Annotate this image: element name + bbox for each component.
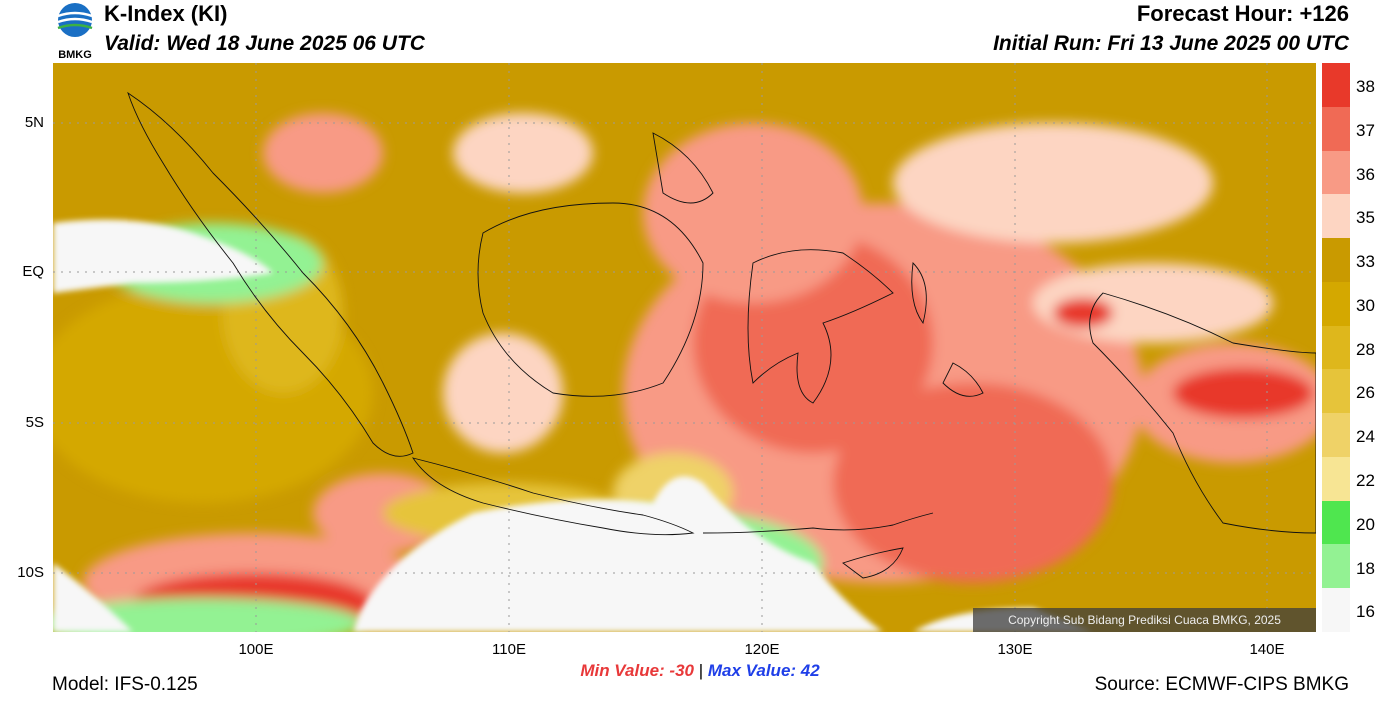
colorbar-swatch xyxy=(1322,150,1350,195)
k-index-map xyxy=(53,63,1316,632)
source-info: Source: ECMWF-CIPS BMKG xyxy=(1094,674,1349,695)
nusa-tenggara-coast xyxy=(702,512,934,534)
valid-time: Valid: Wed 18 June 2025 06 UTC xyxy=(104,32,425,55)
colorbar-label: 26 xyxy=(1356,383,1375,403)
max-value: Max Value: 42 xyxy=(707,661,820,680)
papua-coast xyxy=(1089,292,1316,534)
colorbar-swatch xyxy=(1322,106,1350,152)
northern-borneo-coast xyxy=(652,132,714,204)
lon-label: 100E xyxy=(238,641,274,658)
field-region xyxy=(1173,368,1313,418)
model-info: Model: IFS-0.125 xyxy=(52,674,198,695)
field-region xyxy=(353,476,883,632)
copyright-notice: Copyright Sub Bidang Prediksi Cuaca BMKG… xyxy=(973,608,1316,632)
chart-title: K-Index (KI) xyxy=(104,1,228,26)
logo-text: BMKG xyxy=(58,49,92,60)
lat-label: 5S xyxy=(25,414,44,431)
colorbar-label: 37 xyxy=(1356,120,1375,140)
colorbar xyxy=(1322,63,1350,633)
colorbar-label: 20 xyxy=(1356,514,1375,534)
halmahera-coast xyxy=(911,262,927,325)
min-value: Min Value: -30 xyxy=(580,661,694,680)
lat-label: 10S xyxy=(17,564,44,581)
colorbar-swatch xyxy=(1322,325,1350,370)
sumatra-coast xyxy=(127,91,414,457)
colorbar-swatch xyxy=(1322,369,1350,414)
separator: | xyxy=(698,661,704,680)
colorbar-label: 24 xyxy=(1356,427,1375,447)
field-region xyxy=(53,598,363,632)
field-region xyxy=(453,113,593,193)
lon-label: 140E xyxy=(1249,641,1285,658)
colorbar-label: 16 xyxy=(1356,602,1375,622)
colorbar-swatch xyxy=(1322,588,1350,633)
colorbar-swatch xyxy=(1322,456,1350,502)
forecast-hour: Forecast Hour: +126 xyxy=(1136,1,1349,26)
field-region xyxy=(833,383,1113,583)
colorbar-swatch xyxy=(1322,281,1350,327)
lat-label: 5N xyxy=(24,114,44,131)
colorbar-swatch xyxy=(1322,500,1350,545)
colorbar-label: 35 xyxy=(1356,208,1375,228)
colorbar-label: 22 xyxy=(1356,470,1375,490)
field-region xyxy=(893,123,1213,243)
colorbar-label: 33 xyxy=(1356,252,1375,272)
field-region xyxy=(1053,298,1113,328)
colorbar-label: 18 xyxy=(1356,558,1375,578)
field-region xyxy=(53,219,273,293)
colorbar-swatch xyxy=(1322,63,1350,108)
bmkg-logo: BMKG xyxy=(57,3,93,60)
min-max-values: Min Value: -30 | Max Value: 42 xyxy=(0,661,1400,681)
coastlines xyxy=(127,91,1316,579)
colorbar-label: 30 xyxy=(1356,295,1375,315)
lon-label: 130E xyxy=(997,641,1033,658)
borneo-coast xyxy=(477,202,704,397)
initial-run: Initial Run: Fri 13 June 2025 00 UTC xyxy=(993,32,1349,55)
field-region xyxy=(263,113,383,193)
field-region xyxy=(53,563,133,632)
lon-label: 120E xyxy=(744,641,780,658)
colorbar-swatch xyxy=(1322,194,1350,239)
colorbar-swatch xyxy=(1322,544,1350,589)
colorbar-label: 38 xyxy=(1356,77,1375,97)
lat-label: EQ xyxy=(22,263,44,280)
seram-coast xyxy=(942,362,984,397)
lon-label: 110E xyxy=(492,641,526,658)
colorbar-label: 28 xyxy=(1356,339,1375,359)
java-coast xyxy=(411,457,695,536)
colorbar-swatch xyxy=(1322,238,1350,283)
colorbar-swatch xyxy=(1322,413,1350,458)
field-region xyxy=(643,123,863,303)
sulawesi-coast xyxy=(747,249,894,404)
field-region xyxy=(443,333,563,453)
colorbar-label: 36 xyxy=(1356,164,1375,184)
timor-coast xyxy=(842,547,904,579)
